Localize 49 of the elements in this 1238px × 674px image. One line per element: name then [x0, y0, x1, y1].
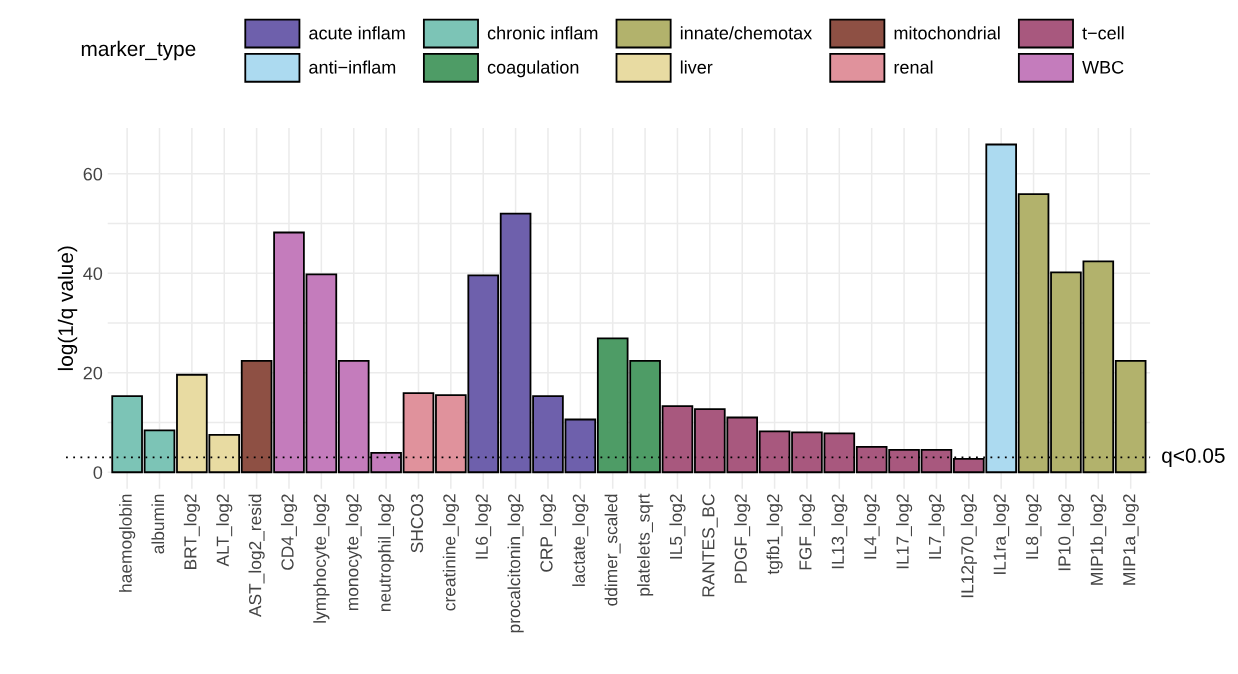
x-tick-label: PDGF_log2 [734, 494, 751, 583]
legend-label: coagulation [487, 60, 579, 78]
x-tick-label: SHCO3 [410, 494, 424, 553]
ref-line-label: q<0.05 [1162, 448, 1225, 468]
legend-label: chronic inflam [487, 26, 598, 40]
legend-label: mitochondrial [894, 26, 1000, 40]
x-tick-label: tgfb1_log2 [766, 494, 783, 575]
x-tick-label: lymphocyte_log2 [313, 494, 330, 623]
y-tick-label: 60 [83, 167, 103, 181]
x-tick-label: CD4_log2 [280, 494, 298, 570]
x-tick-label: BRT_log2 [183, 494, 200, 569]
x-tick-label: neutrophil_log2 [378, 494, 395, 612]
x-tick-label: FGF_log2 [798, 494, 816, 570]
x-tick-label: IL17_log2 [895, 494, 913, 569]
y-tick-label: 40 [83, 267, 103, 281]
legend-label: innate/chemotax [680, 26, 812, 40]
y-axis-title: log(1/q value) [57, 246, 78, 371]
x-tick-label: ALT_log2 [216, 494, 233, 567]
x-tick-label: IL12p70_log2 [960, 494, 977, 598]
legend-label: anti−inflam [309, 60, 396, 74]
x-tick-label: AST_log2_resid [248, 494, 265, 617]
x-tick-label: procalcitonin_log2 [507, 494, 524, 633]
x-tick-label: MIP1a_log2 [1122, 494, 1139, 585]
legend-label: t−cell [1082, 26, 1124, 40]
legend-label: liver [680, 60, 713, 74]
legend-label: WBC [1082, 60, 1124, 74]
x-tick-label: RANTES_BC [702, 494, 718, 597]
x-tick-label: lactate_log2 [572, 494, 589, 586]
x-tick-label: haemoglobin [119, 494, 136, 592]
x-tick-label: creatinine_log2 [442, 494, 459, 611]
x-tick-label: monocyte_log2 [345, 494, 362, 611]
x-tick-label: platelets_sqrt [637, 493, 654, 596]
x-tick-label: MIP1b_log2 [1090, 494, 1107, 585]
legend-title: marker_type [81, 40, 196, 61]
x-tick-label: IL7_log2 [928, 494, 945, 559]
x-tick-label: ddimer_scaled [604, 494, 621, 606]
x-tick-label: IL13_log2 [831, 494, 848, 569]
x-tick-label: albumin [151, 494, 165, 554]
y-tick-label: 20 [83, 366, 103, 380]
x-tick-label: IL6_log2 [475, 494, 492, 559]
x-tick-label: IL1ra_log2 [993, 494, 1010, 574]
x-tick-label: IP10_log2 [1057, 494, 1075, 571]
x-tick-label: IL5_log2 [669, 494, 686, 559]
x-tick-label: IL8_log2 [1025, 494, 1042, 559]
y-tick-label: 0 [93, 466, 103, 479]
x-tick-label: CRP_log2 [539, 494, 557, 572]
legend-label: renal [894, 60, 933, 74]
x-tick-label: IL4_log2 [863, 494, 880, 559]
legend-label: acute inflam [309, 26, 405, 40]
